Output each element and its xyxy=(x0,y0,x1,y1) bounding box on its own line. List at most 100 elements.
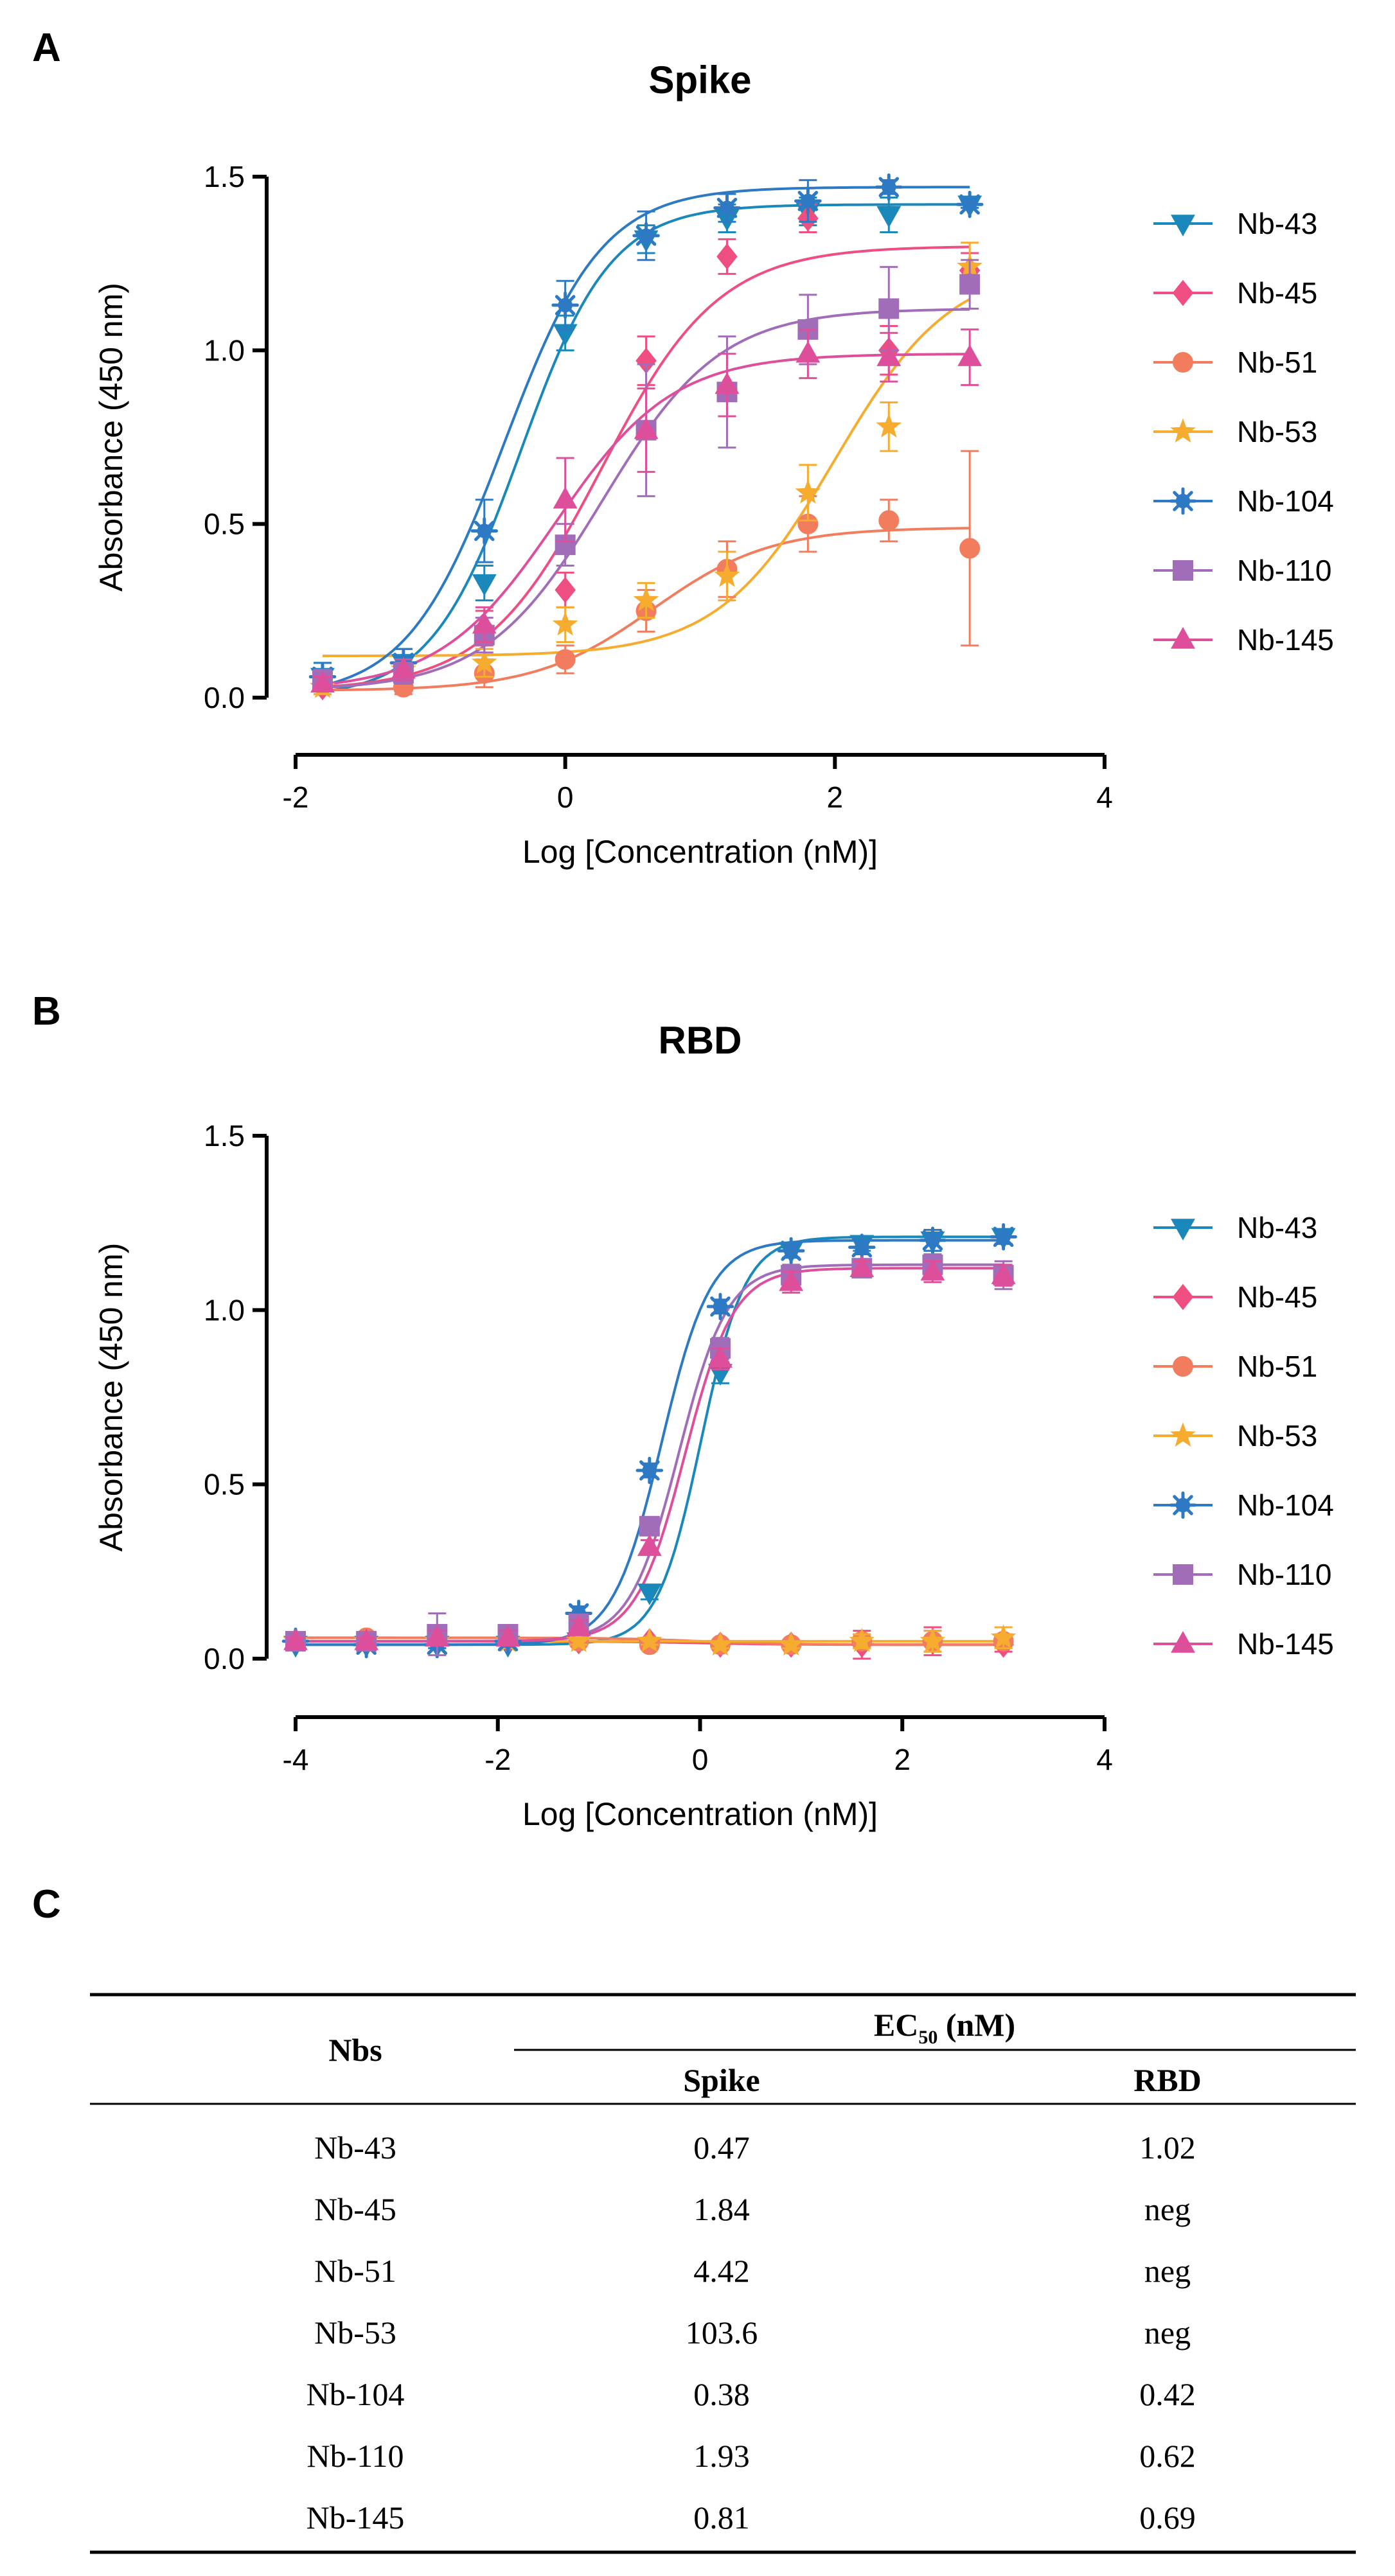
table-cell: 0.47 xyxy=(693,2130,750,2166)
table-cell: Nb-53 xyxy=(314,2315,396,2351)
legend-label: Nb-145 xyxy=(1237,1627,1334,1661)
data-point xyxy=(714,562,740,587)
data-point xyxy=(706,1292,734,1321)
y-axis-label: Absorbance (450 nm) xyxy=(93,283,129,592)
data-point xyxy=(555,649,576,670)
asterisk-ray xyxy=(781,1240,801,1261)
data-point xyxy=(639,1515,660,1537)
legend-label: Nb-145 xyxy=(1237,623,1334,657)
table-header-nbs: Nbs xyxy=(328,2032,382,2068)
legend-label: Nb-104 xyxy=(1237,484,1334,518)
panel-label-c: C xyxy=(32,1882,61,1927)
panel-label-a: A xyxy=(32,26,61,70)
table-cell: Nb-43 xyxy=(314,2130,396,2166)
asterisk-ray xyxy=(639,1460,660,1481)
table-cell: Nb-51 xyxy=(314,2253,396,2289)
data-point xyxy=(636,1628,662,1652)
data-point xyxy=(920,1258,945,1281)
data-point xyxy=(795,340,821,363)
data-point xyxy=(715,372,740,394)
data-point xyxy=(794,187,822,215)
legend-label: Nb-53 xyxy=(1237,1419,1317,1452)
x-axis-label: Log [Concentration (nM)] xyxy=(522,1796,878,1832)
legend-label: Nb-104 xyxy=(1237,1488,1334,1522)
y-tick-label: 0.5 xyxy=(204,507,245,541)
data-point xyxy=(991,1262,1016,1284)
legend-marker xyxy=(1169,1491,1197,1519)
legend-label: Nb-43 xyxy=(1237,207,1317,240)
legend-marker xyxy=(1173,560,1193,581)
data-point xyxy=(990,1624,1017,1649)
data-point xyxy=(990,1223,1017,1251)
x-tick-label: 2 xyxy=(894,1743,911,1776)
y-tick-label: 0.5 xyxy=(204,1468,245,1501)
x-tick-label: 0 xyxy=(557,781,574,814)
table-cell: 4.42 xyxy=(693,2253,750,2289)
x-tick-label: 0 xyxy=(692,1743,709,1776)
data-point xyxy=(635,1456,664,1485)
x-axis-label: Log [Concentration (nM)] xyxy=(522,834,878,870)
x-tick-label: -2 xyxy=(484,1743,511,1776)
data-point xyxy=(566,1614,591,1636)
legend-marker xyxy=(1170,1422,1196,1447)
table-cell: 0.81 xyxy=(693,2500,750,2536)
data-point xyxy=(955,191,984,218)
table-cell: neg xyxy=(1144,2253,1191,2289)
legend-marker xyxy=(1173,352,1193,373)
data-point xyxy=(876,413,902,438)
data-point xyxy=(849,1628,875,1652)
asterisk-ray xyxy=(555,295,576,315)
table-header-spike: Spike xyxy=(683,2062,760,2098)
legend-marker xyxy=(1171,626,1195,649)
data-point xyxy=(713,194,741,222)
table-cell: Nb-104 xyxy=(307,2376,405,2412)
data-point xyxy=(471,649,497,674)
table-cell: 0.38 xyxy=(693,2376,750,2412)
data-point xyxy=(777,1237,805,1265)
ec-subscript: 50 xyxy=(918,2027,937,2048)
data-point xyxy=(552,611,578,636)
data-point xyxy=(875,173,903,201)
legend-marker xyxy=(1170,418,1196,443)
data-point xyxy=(472,612,497,634)
data-point xyxy=(708,1346,733,1368)
table-cell: 0.69 xyxy=(1139,2500,1196,2536)
x-tick-label: -2 xyxy=(283,781,309,814)
asterisk-ray xyxy=(922,1230,943,1251)
legend-marker xyxy=(1171,1630,1195,1653)
data-point xyxy=(637,1534,662,1557)
legend-marker xyxy=(1173,1356,1193,1377)
table-cell: neg xyxy=(1144,2191,1191,2227)
data-point xyxy=(878,298,900,319)
y-tick-label: 1.5 xyxy=(204,160,245,193)
legend-marker xyxy=(1171,1219,1195,1241)
data-point xyxy=(634,417,659,439)
x-tick-label: 2 xyxy=(827,781,844,814)
legend-label: Nb-110 xyxy=(1237,1558,1331,1591)
data-point xyxy=(551,291,579,319)
data-point xyxy=(553,486,578,509)
table-cell: 103.6 xyxy=(686,2315,758,2351)
data-point xyxy=(795,479,821,504)
data-point xyxy=(919,1226,946,1255)
table-cell: Nb-145 xyxy=(307,2500,405,2536)
data-point xyxy=(310,671,335,693)
table-cell: Nb-45 xyxy=(314,2191,396,2227)
data-point xyxy=(391,657,416,679)
data-point xyxy=(957,344,982,366)
data-point xyxy=(470,517,499,545)
data-point xyxy=(778,1631,804,1656)
asterisk-ray xyxy=(1173,491,1193,511)
ec-unit: (nM) xyxy=(937,2007,1015,2043)
asterisk-ray xyxy=(635,225,657,246)
data-point xyxy=(716,243,738,270)
y-tick-label: 1.0 xyxy=(204,333,245,367)
data-point xyxy=(959,538,981,559)
y-tick-label: 1.5 xyxy=(204,1119,245,1152)
data-point xyxy=(878,510,900,531)
spike-chart: Spike 0.0 0.5 1.0 1.5 -2 0 2 4 Log [Concentration… xyxy=(93,58,1334,870)
y-tick-label: 1.0 xyxy=(204,1293,245,1327)
legend-marker xyxy=(1173,1564,1193,1585)
data-point xyxy=(849,1255,875,1277)
table-cell: 1.02 xyxy=(1139,2130,1196,2166)
